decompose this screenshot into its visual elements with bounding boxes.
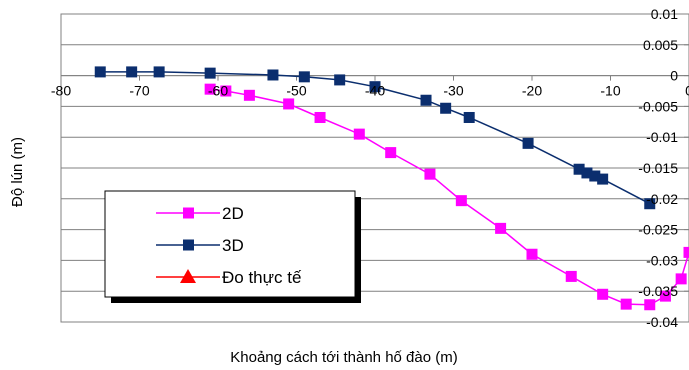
legend-label: 3D [222, 236, 244, 255]
y-tick-label: -0.04 [646, 314, 678, 330]
legend-box [104, 190, 356, 298]
data-point [353, 128, 365, 140]
data-point [385, 147, 397, 159]
data-point [581, 167, 593, 179]
data-point [675, 273, 687, 285]
data-point [522, 137, 534, 149]
x-tick-label: 0 [685, 83, 689, 99]
legend-marker [183, 207, 194, 219]
x-tick-label: -30 [443, 83, 463, 99]
legend-label: 2D [222, 204, 244, 223]
y-tick-label: -0.01 [646, 129, 678, 145]
y-tick-label: -0.02 [646, 191, 678, 207]
x-tick-label: -40 [365, 83, 385, 99]
data-point [573, 163, 585, 175]
data-point [424, 168, 436, 180]
legend-items: 2D 3D Đo thực tế [156, 204, 302, 287]
y-tick-label: -0.005 [638, 98, 678, 114]
data-point [204, 83, 216, 95]
y-tick-labels: 0.01 0.005 0 -0.005 -0.01 -0.015 -0.02 -0.025 -0… [638, 6, 678, 330]
data-point [334, 74, 346, 86]
data-point [620, 298, 632, 310]
data-point [683, 246, 689, 258]
legend: 2D 3D Đo thực tế [104, 190, 361, 303]
data-point [94, 66, 106, 78]
data-point [659, 290, 671, 302]
data-point [440, 102, 452, 114]
data-point [597, 288, 609, 300]
data-point [153, 66, 165, 78]
y-tick-label: 0.005 [643, 37, 678, 53]
x-tick-label: -60 [208, 83, 228, 99]
x-tick-label: -70 [129, 83, 149, 99]
data-point [314, 111, 326, 123]
data-point [420, 94, 432, 106]
data-point [298, 71, 310, 83]
data-point [369, 81, 381, 93]
data-point [455, 195, 467, 207]
legend-marker [180, 269, 196, 283]
data-point [597, 173, 609, 185]
y-tick-label: -0.035 [638, 283, 678, 299]
axes [60, 13, 689, 323]
data-point [589, 170, 601, 182]
x-axis-title: Khoảng cách tới thành hố đào (m) [230, 349, 457, 366]
y-tick-label: -0.025 [638, 222, 678, 238]
data-point [243, 89, 255, 101]
series-layer [94, 66, 689, 311]
y-tick-label: -0.03 [646, 252, 678, 268]
data-point [204, 67, 216, 79]
data-point [283, 98, 295, 110]
data-point [463, 111, 475, 123]
x-tick-label: -20 [522, 83, 542, 99]
data-point [565, 270, 577, 282]
y-tick-label: -0.015 [638, 160, 678, 176]
data-point [644, 299, 656, 311]
data-point [267, 69, 279, 81]
data-point [644, 198, 656, 210]
legend-label: Đo thực tế [222, 268, 302, 287]
x-tick-label: -10 [600, 83, 620, 99]
data-point [526, 248, 538, 260]
data-point [495, 222, 507, 234]
x-tick-label: -50 [286, 83, 306, 99]
x-tick-labels: -80 -70 -60 -50 -40 -30 -20 -10 0 [51, 83, 689, 99]
x-tick-label: -80 [51, 83, 71, 99]
y-axis-title: Độ lún (m) [9, 137, 26, 207]
y-tick-label: 0 [670, 68, 678, 84]
y-tick-label: 0.01 [651, 6, 678, 22]
data-point [126, 66, 138, 78]
legend-marker [183, 239, 194, 251]
data-point [220, 85, 232, 97]
